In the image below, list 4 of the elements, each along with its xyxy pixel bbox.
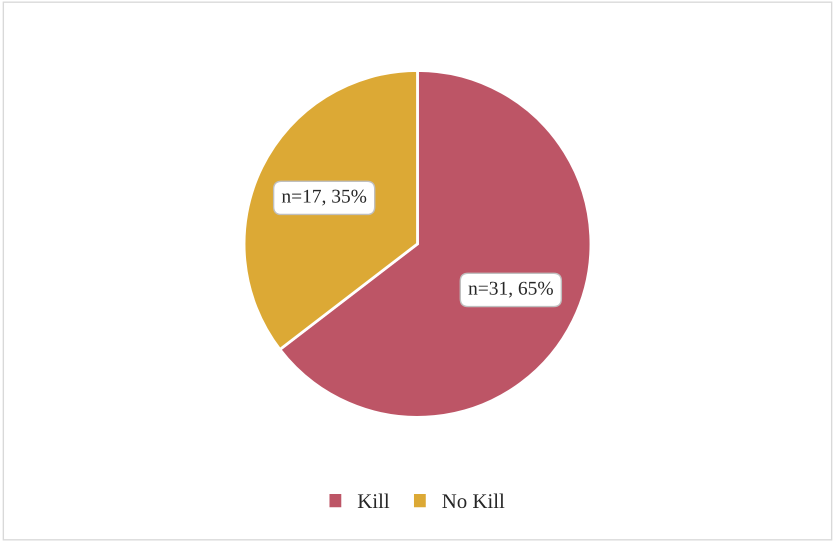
data-label: n=17, 35% <box>282 190 366 206</box>
data-label: n=31, 65% <box>468 282 553 298</box>
legend-label: No Kill <box>442 494 504 508</box>
legend-label: Kill <box>358 494 390 508</box>
